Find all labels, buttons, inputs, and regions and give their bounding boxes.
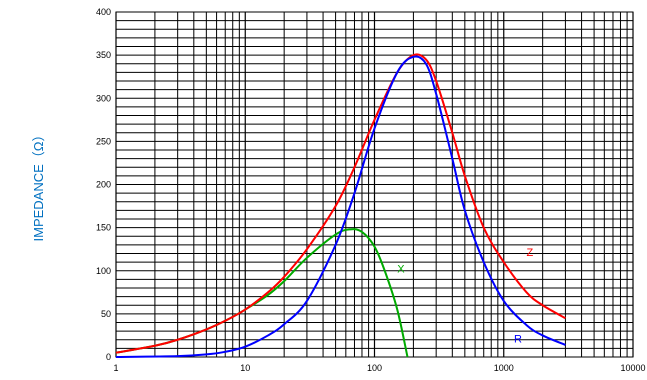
series-label-x: X (397, 263, 405, 275)
y-tick-label: 0 (106, 352, 111, 362)
y-tick-label: 300 (96, 93, 111, 103)
series-line-r (115, 55, 566, 358)
y-tick-label: 50 (101, 309, 111, 319)
y-tick-label: 250 (96, 136, 111, 146)
y-tick-label: 200 (96, 180, 111, 190)
y-tick-label: 150 (96, 223, 111, 233)
x-tick-label: 10 (240, 363, 250, 373)
y-tick-label: 400 (96, 7, 111, 17)
y-tick-label: 100 (96, 266, 111, 276)
y-axis-label: IMPEDANCE（Ω） (31, 128, 46, 241)
tick-labels: 0 50 100 150 200 250 300 350 400 1 10 100 1000 10000 (96, 7, 646, 373)
series-label-r: R (514, 333, 522, 345)
series-layer (115, 53, 566, 358)
x-tick-label: 10000 (620, 363, 645, 373)
series-labels: Z R X (397, 247, 533, 345)
x-tick-label: 100 (367, 363, 382, 373)
grid (115, 11, 634, 358)
plot-frame (115, 11, 634, 358)
x-tick-label: 1 (113, 363, 118, 373)
series-label-z: Z (527, 247, 534, 259)
series-line-z (115, 53, 566, 354)
x-tick-label: 1000 (494, 363, 514, 373)
y-tick-label: 350 (96, 50, 111, 60)
